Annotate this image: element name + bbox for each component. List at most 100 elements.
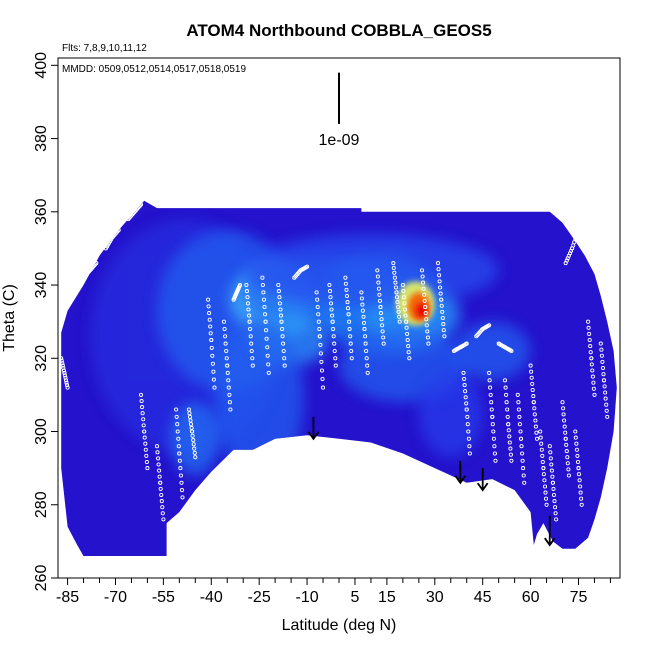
observation-point: [543, 490, 548, 495]
observation-point: [566, 473, 571, 478]
observation-point: [348, 334, 353, 339]
observation-point: [549, 462, 554, 467]
observation-point: [601, 378, 607, 383]
y-tick-label: 400: [33, 52, 50, 79]
observation-point: [542, 478, 547, 483]
observation-point: [175, 422, 180, 427]
observation-point: [401, 289, 406, 294]
observation-point: [377, 298, 383, 303]
observation-point: [320, 376, 325, 382]
observation-point: [540, 453, 545, 458]
observation-point: [212, 385, 217, 390]
observation-point: [592, 392, 597, 397]
observation-point: [507, 440, 512, 445]
observation-point: [361, 320, 367, 325]
arrow-layer: [307, 416, 556, 547]
observation-point: [158, 486, 163, 491]
observation-point: [59, 356, 64, 361]
observation-point: [547, 444, 552, 449]
field-layer: [61, 200, 617, 557]
observation-point: [438, 285, 443, 290]
observation-point: [345, 300, 350, 305]
blob-layer: [89, 219, 531, 480]
observation-point: [343, 281, 348, 286]
observation-point: [315, 297, 320, 302]
observation-point: [316, 319, 321, 324]
observation-point: [421, 286, 426, 291]
observation-point: [519, 444, 524, 449]
observation-point: [266, 370, 271, 375]
observation-point: [282, 363, 287, 368]
observation-point: [419, 268, 425, 273]
observation-point: [380, 329, 385, 334]
observation-point: [579, 502, 584, 507]
observation-point: [605, 414, 610, 419]
observation-point: [349, 356, 354, 361]
observation-point: [210, 361, 215, 366]
observation-point: [280, 326, 285, 332]
observation-point: [463, 389, 468, 394]
observation-point: [154, 444, 160, 449]
observation-point: [175, 429, 180, 434]
observation-point: [401, 295, 406, 300]
observation-point: [520, 451, 525, 456]
observation-point: [402, 307, 408, 312]
observation-point: [327, 282, 332, 288]
observation-point: [223, 334, 228, 339]
observation-point: [601, 372, 606, 377]
observation-point: [563, 436, 568, 441]
observation-point: [191, 438, 196, 443]
observation-point: [223, 341, 228, 346]
observation-point: [280, 334, 285, 339]
observation-point: [531, 400, 536, 405]
observation-point: [493, 458, 498, 463]
observation-point: [400, 282, 405, 288]
observation-point: [423, 311, 428, 316]
observation-point: [466, 436, 471, 441]
observation-point: [228, 407, 233, 412]
observation-point: [224, 348, 229, 354]
observation-point: [320, 385, 326, 390]
observation-point: [142, 435, 147, 440]
observation-point: [278, 307, 283, 312]
observation-point: [281, 348, 286, 354]
observation-point: [522, 480, 527, 485]
x-tick-label: 5: [351, 589, 360, 606]
observation-point: [62, 373, 67, 378]
observation-point: [574, 447, 579, 452]
observation-point: [244, 289, 249, 294]
observation-point: [156, 462, 161, 467]
observation-point: [187, 411, 192, 416]
observation-point: [420, 274, 425, 279]
observation-point: [249, 348, 254, 354]
observation-point: [600, 359, 605, 364]
observation-point: [591, 386, 596, 391]
observation-point: [64, 383, 70, 388]
observation-point: [161, 517, 166, 522]
observation-point: [60, 363, 65, 368]
observation-point: [361, 314, 366, 319]
observation-point: [404, 325, 409, 330]
observation-point: [315, 304, 320, 310]
observation-point: [508, 452, 513, 457]
observation-point: [441, 328, 446, 333]
observation-point: [191, 442, 196, 447]
x-tick-label: 75: [570, 589, 588, 606]
observation-point: [554, 517, 559, 522]
observation-point: [538, 429, 543, 434]
observation-point: [576, 228, 581, 233]
observation-point: [262, 312, 268, 317]
field-blob-10: [418, 369, 483, 458]
observation-point: [520, 458, 525, 463]
x-tick-label: -85: [56, 589, 79, 606]
observation-point: [318, 342, 323, 347]
observation-point: [487, 323, 492, 328]
observation-point: [329, 307, 334, 312]
observation-point: [577, 478, 582, 483]
observation-point: [421, 280, 426, 285]
observation-point: [438, 291, 443, 296]
observation-point: [225, 370, 230, 375]
observation-point: [316, 312, 321, 317]
observation-point: [263, 319, 268, 324]
